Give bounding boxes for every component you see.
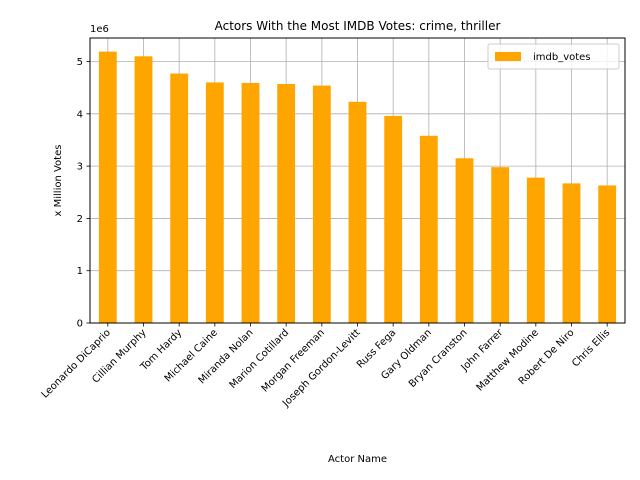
- y-tick-label: 2: [77, 214, 83, 225]
- x-tick-label: Matthew Modine: [475, 327, 541, 393]
- y-axis-offset-label: 1e6: [90, 24, 109, 35]
- y-tick-label: 5: [77, 57, 83, 68]
- y-tick-label: 1: [77, 266, 83, 277]
- chart-title: Actors With the Most IMDB Votes: crime, …: [215, 19, 501, 33]
- x-tick-label: Morgan Freeman: [260, 327, 327, 394]
- legend-label: imdb_votes: [533, 52, 591, 63]
- bar: [98, 51, 117, 324]
- bar: [598, 185, 617, 323]
- bar: [491, 167, 510, 323]
- bar: [134, 56, 153, 323]
- legend-box: [487, 43, 620, 70]
- bar: [526, 177, 545, 323]
- x-axis-label: Actor Name: [328, 454, 387, 465]
- bar: [312, 85, 331, 323]
- legend: imdb_votes: [487, 43, 620, 70]
- bar: [562, 183, 581, 323]
- x-tick-label: Chris Ellis: [570, 327, 612, 369]
- x-tick-label: Leonardo DiCaprio: [40, 327, 113, 400]
- bar: [205, 82, 224, 323]
- bar: [419, 135, 438, 323]
- bar: [455, 158, 474, 323]
- legend-swatch: [495, 52, 521, 61]
- bar: [241, 82, 260, 324]
- y-tick-label: 4: [77, 109, 83, 120]
- plot-frame: [89, 37, 626, 324]
- y-tick-label: 3: [77, 162, 83, 173]
- y-tick-label: 0: [77, 319, 83, 330]
- y-axis-label: x Million Votes: [53, 145, 64, 217]
- bar: [348, 101, 367, 324]
- bar: [277, 84, 296, 324]
- bars: [98, 51, 617, 324]
- bar: [170, 73, 189, 323]
- bar: [384, 115, 403, 323]
